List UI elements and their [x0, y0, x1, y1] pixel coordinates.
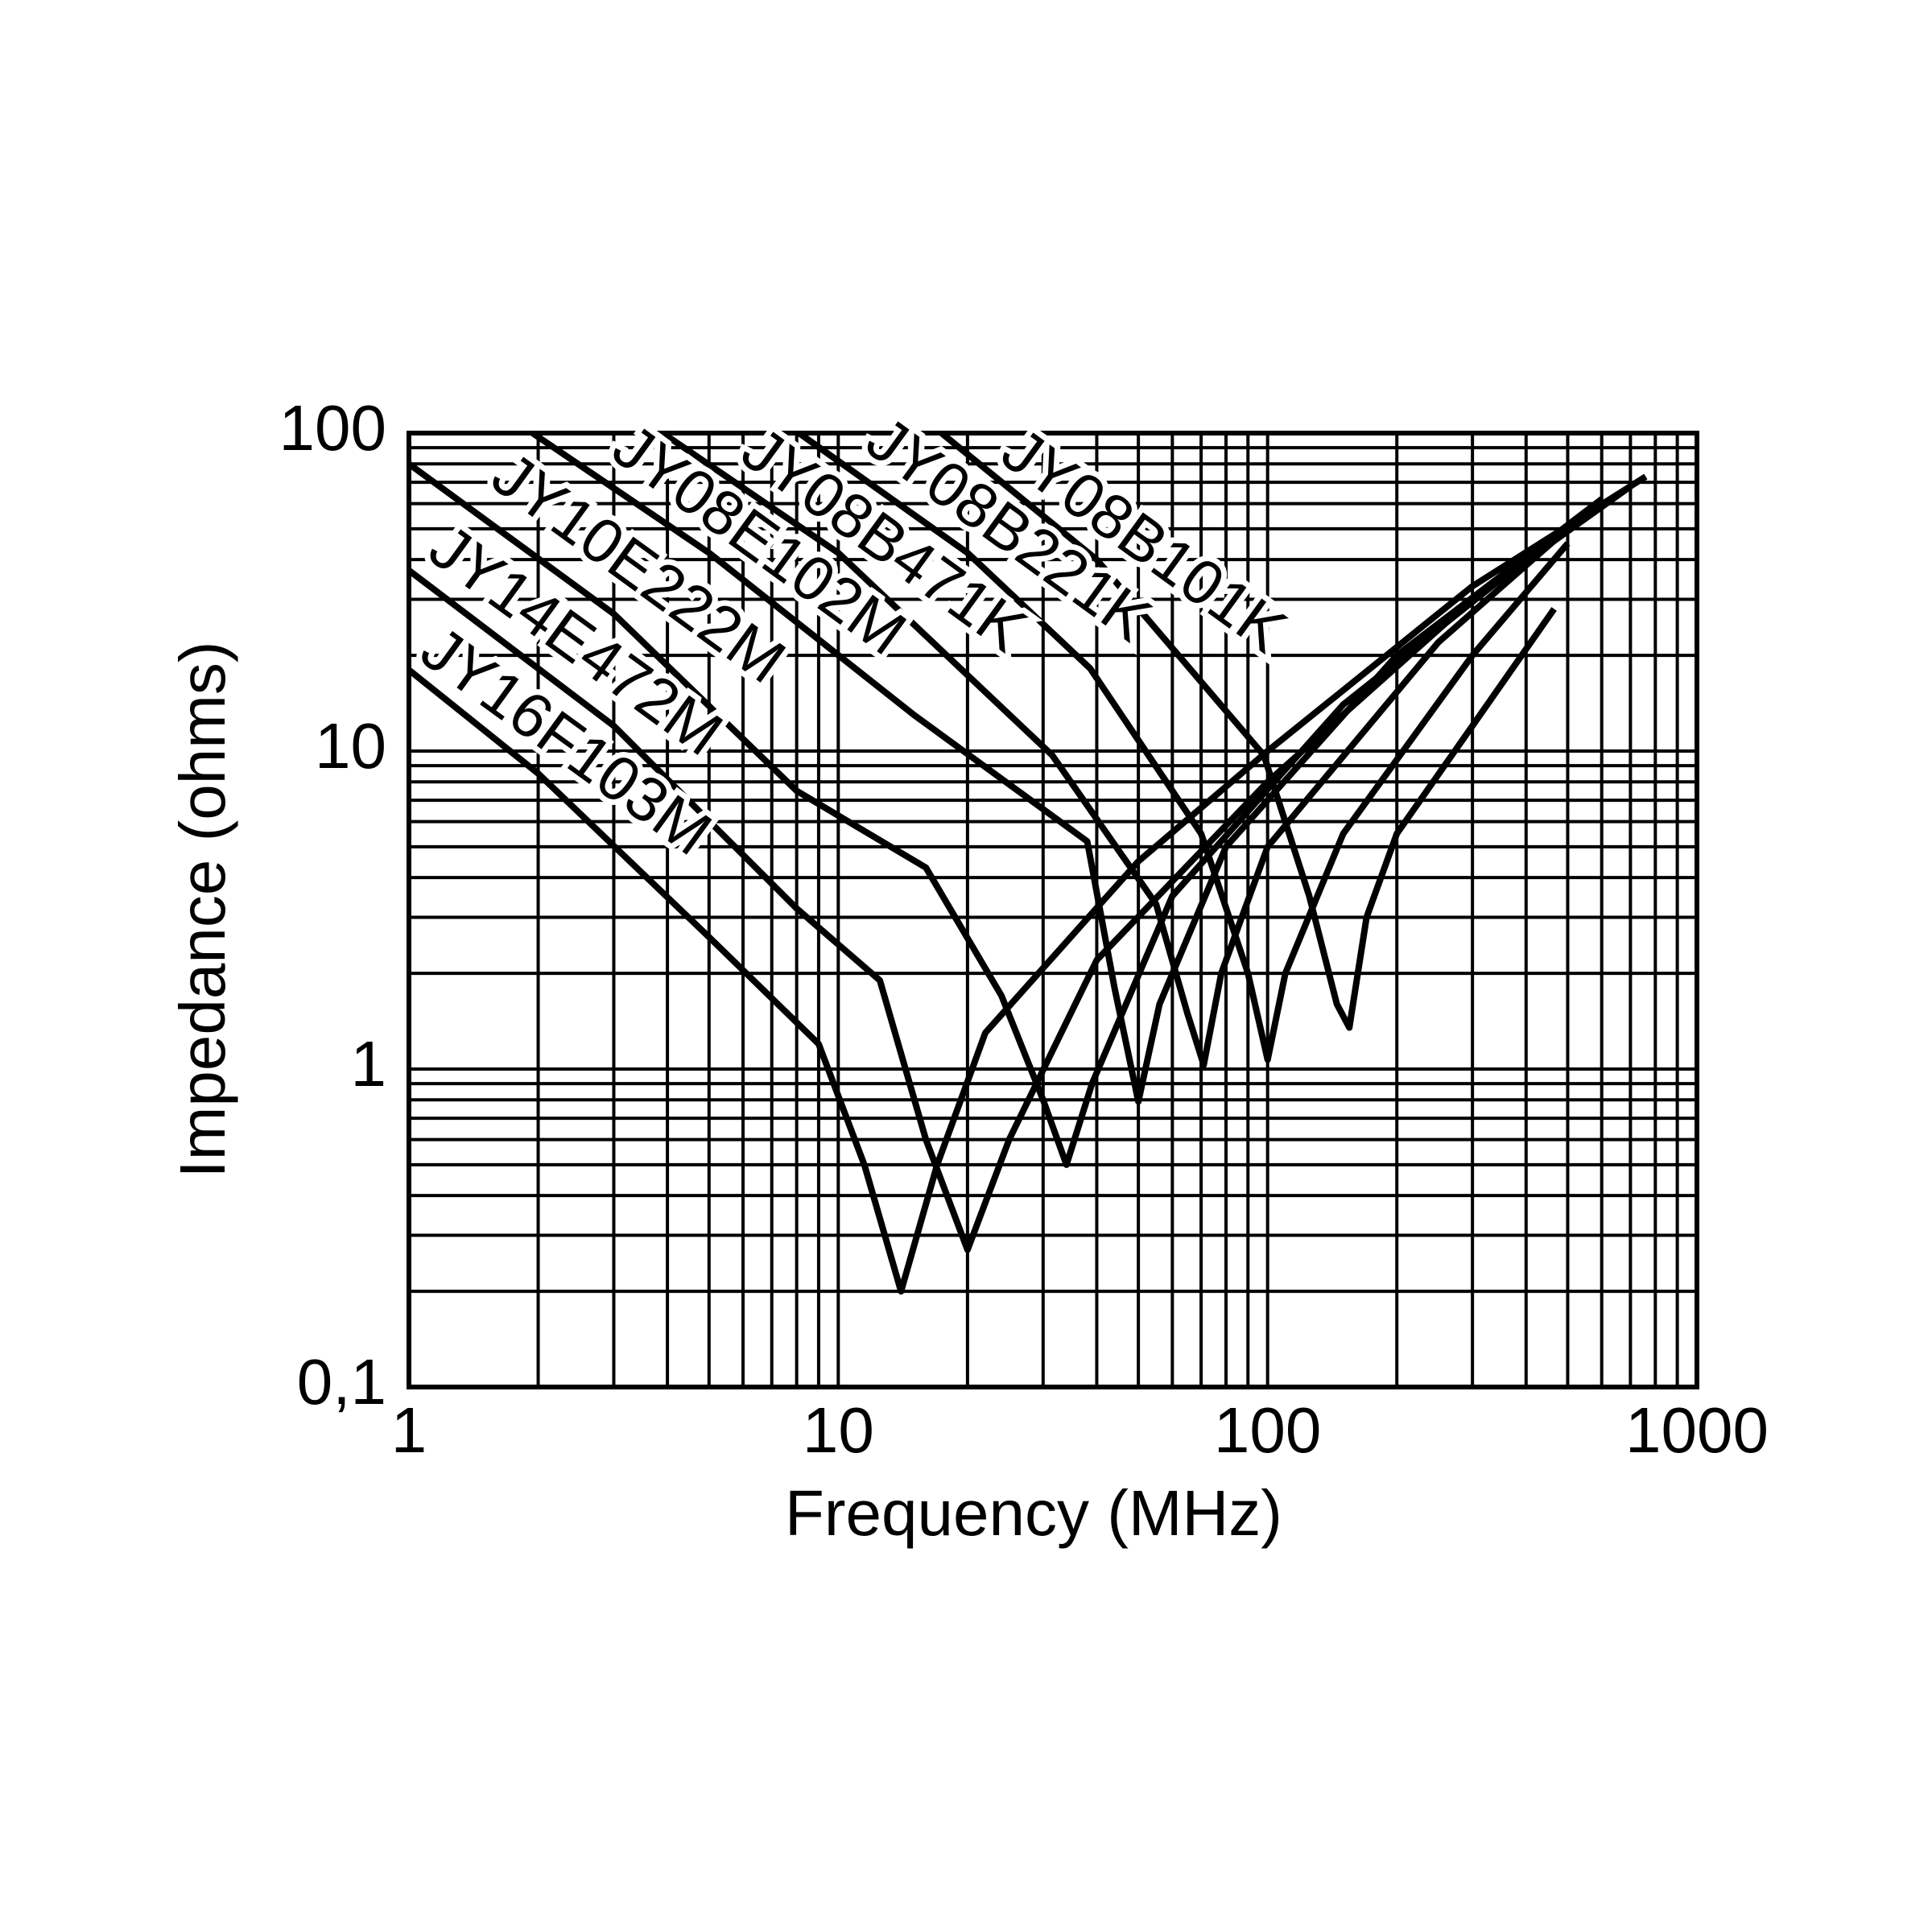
x-tick-label: 100: [1214, 1394, 1321, 1466]
x-axis-label: Frequency (MHz): [785, 1477, 1282, 1549]
x-tick-label: 1: [391, 1394, 427, 1466]
impedance-curve: [407, 473, 1648, 1295]
plot-frame: [407, 431, 1699, 1389]
y-tick-label: 10: [315, 710, 386, 782]
impedance-curve: [407, 461, 1604, 1168]
y-tick-label: 0,1: [297, 1346, 386, 1418]
impedance-curve: [530, 430, 1604, 1105]
y-tick-label: 1: [351, 1028, 387, 1100]
y-tick-label: 100: [279, 392, 386, 464]
impedance-curve: [797, 430, 1571, 1063]
x-tick-label: 1000: [1625, 1394, 1769, 1466]
y-axis-label: Impedance (ohms): [167, 642, 238, 1179]
impedance-curve: [939, 430, 1557, 1031]
impedance-curve: [660, 430, 1604, 1068]
x-tick-label: 10: [803, 1394, 874, 1466]
